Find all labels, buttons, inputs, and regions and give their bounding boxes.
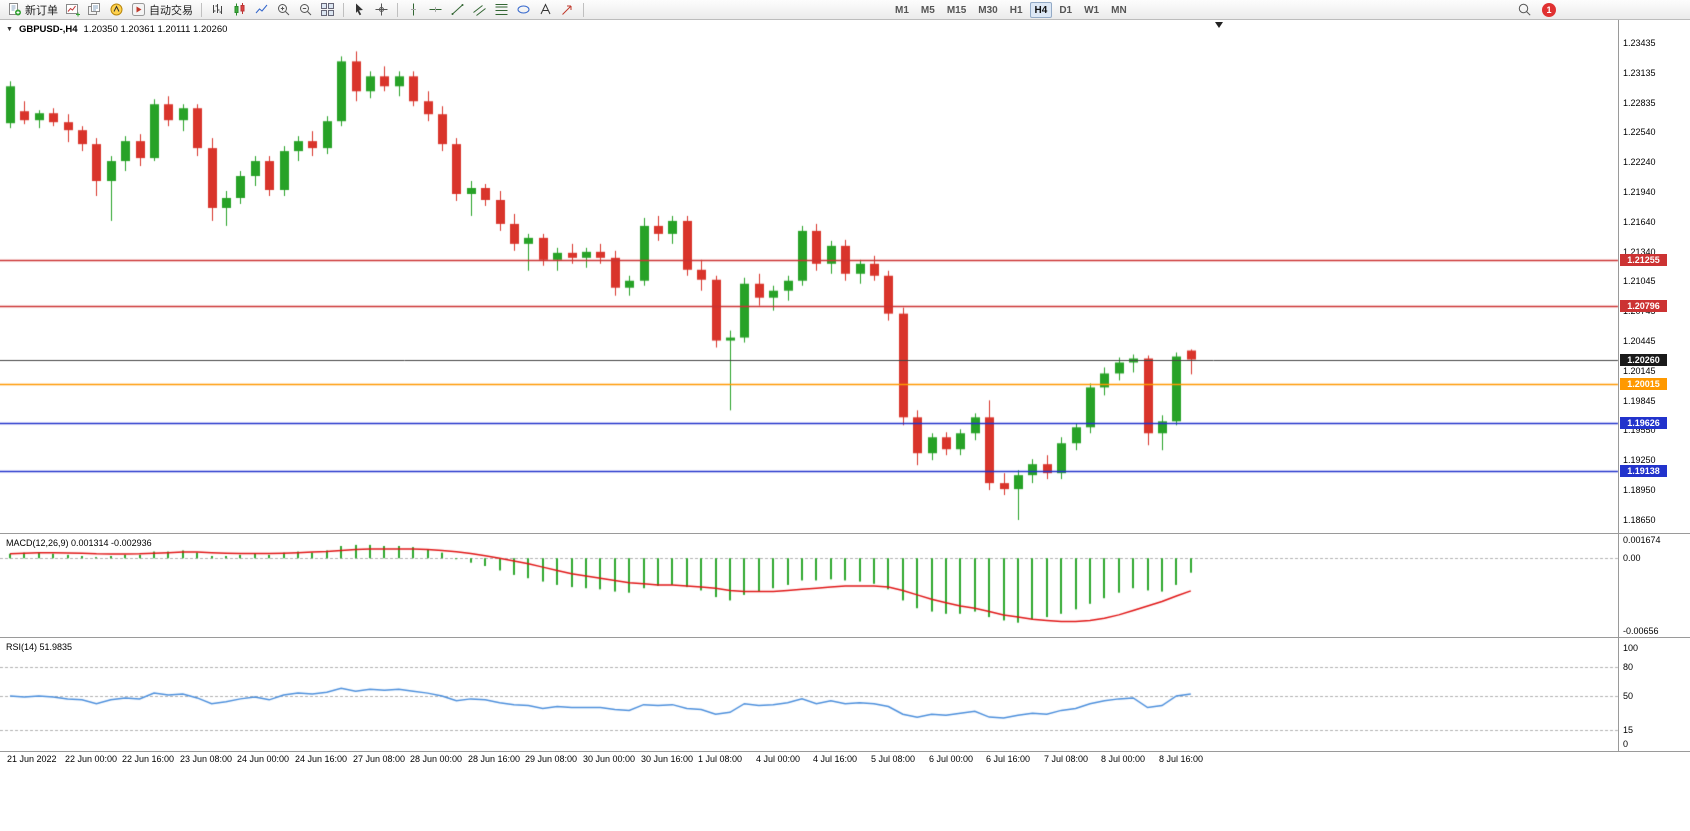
- rsi-tick-label: 80: [1623, 662, 1634, 673]
- price-tick-label: 1.23135: [1623, 67, 1656, 78]
- time-label: 24 Jun 16:00: [295, 754, 348, 764]
- rsi-tick-label: 0: [1623, 739, 1629, 749]
- price-tick-label: 1.21340: [1623, 246, 1656, 257]
- time-label: 22 Jun 00:00: [65, 754, 118, 764]
- time-label: 22 Jun 16:00: [122, 754, 175, 764]
- time-label: 6 Jul 00:00: [929, 754, 974, 764]
- time-label: 28 Jun 16:00: [468, 754, 521, 764]
- price-tick-label: 1.20145: [1623, 365, 1656, 376]
- chart-shift-marker[interactable]: [1215, 22, 1223, 28]
- macd-tick-label: 0.00: [1623, 553, 1641, 564]
- one-click-trading-arrow-icon[interactable]: ▼: [6, 26, 13, 33]
- price-tick-label: 1.19250: [1623, 455, 1656, 466]
- time-label: 27 Jun 08:00: [353, 754, 406, 764]
- macd-tick-label: 0.001674: [1623, 534, 1661, 545]
- rsi-tick-label: 50: [1623, 691, 1634, 701]
- ohlc-values: 1.20350 1.20361 1.20111 1.20260: [83, 24, 228, 35]
- macd-tick-label: -0.00656: [1623, 626, 1659, 637]
- time-label: 29 Jun 08:00: [525, 754, 578, 764]
- price-tick-label: 1.21640: [1623, 216, 1656, 227]
- rsi-tick-label: 15: [1623, 724, 1634, 735]
- time-label: 30 Jun 16:00: [641, 754, 694, 764]
- time-label: 8 Jul 16:00: [1159, 754, 1204, 764]
- time-label: 4 Jul 16:00: [813, 754, 858, 764]
- resistance-1-tag: 1.21255: [1620, 254, 1667, 267]
- symbol-timeframe-label: GBPUSD-,H4: [18, 24, 78, 35]
- time-label: 6 Jul 16:00: [986, 754, 1031, 764]
- price-tick-label: 1.21045: [1623, 276, 1656, 287]
- price-tick-label: 1.21940: [1623, 186, 1656, 197]
- current-price-tag: 1.20260: [1620, 353, 1667, 366]
- price-tick-label: 1.18650: [1623, 515, 1656, 526]
- chart-canvas[interactable]: [0, 0, 1690, 780]
- time-axis-border: [0, 751, 1690, 752]
- rsi-pane-splitter[interactable]: [0, 637, 1690, 641]
- chart-title: ▼ GBPUSD-,H4 1.20350 1.20361 1.20111 1.2…: [6, 24, 227, 35]
- price-tick-label: 1.20445: [1623, 336, 1656, 347]
- price-tick-label: 1.22835: [1623, 97, 1656, 108]
- time-label: 21 Jun 2022: [7, 754, 57, 764]
- resistance-2-tag: 1.20796: [1620, 300, 1667, 313]
- time-label: 5 Jul 08:00: [871, 754, 916, 764]
- price-tick-label: 1.22540: [1623, 127, 1656, 138]
- time-label: 23 Jun 08:00: [180, 754, 233, 764]
- price-axis-border: [1618, 20, 1619, 751]
- macd-indicator-label: MACD(12,26,9) 0.001314 -0.002936: [6, 538, 152, 548]
- price-tick-label: 1.23435: [1623, 37, 1656, 48]
- time-label: 28 Jun 00:00: [410, 754, 463, 764]
- time-label: 1 Jul 08:00: [698, 754, 743, 764]
- time-label: 8 Jul 00:00: [1101, 754, 1146, 764]
- rsi-indicator-label: RSI(14) 51.9835: [6, 642, 73, 652]
- time-label: 24 Jun 00:00: [237, 754, 290, 764]
- price-tick-label: 1.18950: [1623, 485, 1656, 496]
- support-2-tag: 1.19138: [1620, 465, 1667, 478]
- time-label: 4 Jul 00:00: [756, 754, 801, 764]
- time-label: 30 Jun 00:00: [583, 754, 636, 764]
- macd-pane-splitter[interactable]: [0, 533, 1690, 537]
- rsi-tick-label: 100: [1623, 643, 1639, 653]
- support-1-tag: 1.19626: [1620, 416, 1667, 429]
- pivot-orange-tag: 1.20015: [1620, 377, 1667, 390]
- price-tick-label: 1.19845: [1623, 395, 1656, 406]
- price-tick-label: 1.19550: [1623, 425, 1656, 436]
- time-label: 7 Jul 08:00: [1044, 754, 1089, 764]
- price-tick-label: 1.22240: [1623, 157, 1656, 168]
